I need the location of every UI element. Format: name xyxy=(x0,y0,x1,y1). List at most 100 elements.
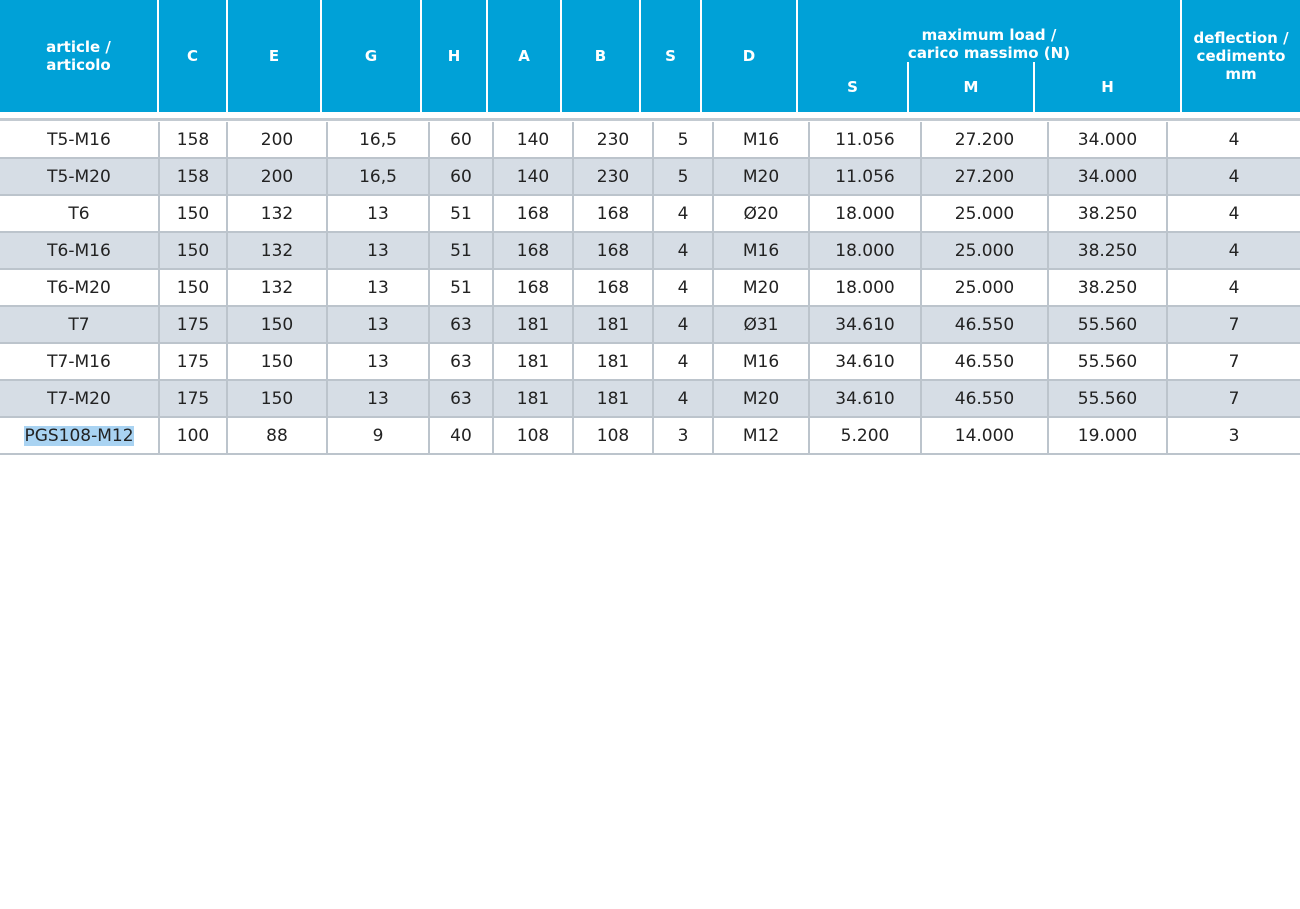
cell-text: M20 xyxy=(742,166,780,187)
cell-text: 25.000 xyxy=(954,203,1015,224)
cell-text: T7-M16 xyxy=(47,351,111,372)
cell-text: 175 xyxy=(176,351,210,372)
table-cell: 150 xyxy=(158,270,226,307)
cell-text: 168 xyxy=(596,277,630,298)
cell-text: 25.000 xyxy=(954,277,1015,298)
table-cell: T6 xyxy=(0,196,158,233)
header-cell: H xyxy=(422,0,486,112)
table-cell: T6-M20 xyxy=(0,270,158,307)
table-cell: 168 xyxy=(572,196,652,233)
table-cell: 25.000 xyxy=(920,196,1047,233)
cell-text: 34.000 xyxy=(1077,166,1138,187)
table-cell: 108 xyxy=(572,418,652,455)
table-cell: 168 xyxy=(572,270,652,307)
cell-text: 27.200 xyxy=(954,129,1015,150)
cell-text: 4 xyxy=(677,388,689,409)
cell-text: 63 xyxy=(450,314,472,335)
table-cell: 4 xyxy=(1166,196,1300,233)
cell-text: 27.200 xyxy=(954,166,1015,187)
table-cell: 4 xyxy=(1166,159,1300,196)
cell-text: 4 xyxy=(677,240,689,261)
header-subcell: H xyxy=(1035,62,1180,112)
header-cell: C xyxy=(159,0,226,112)
table-cell: 25.000 xyxy=(920,270,1047,307)
table-cell: 4 xyxy=(1166,122,1300,159)
table-cell: 51 xyxy=(428,270,492,307)
table-cell: 63 xyxy=(428,381,492,418)
cell-text: 168 xyxy=(596,203,630,224)
cell-text: 168 xyxy=(516,240,550,261)
table-cell: 5.200 xyxy=(808,418,920,455)
table-cell: 132 xyxy=(226,270,326,307)
cell-text: 51 xyxy=(450,277,472,298)
table-cell: 7 xyxy=(1166,307,1300,344)
cell-text: 181 xyxy=(516,351,550,372)
cell-text: T6-M16 xyxy=(47,240,111,261)
cell-text: 34.000 xyxy=(1077,129,1138,150)
cell-text: 51 xyxy=(450,240,472,261)
cell-text: 34.610 xyxy=(835,388,895,409)
table-cell: 34.610 xyxy=(808,381,920,418)
cell-text: 63 xyxy=(450,388,472,409)
cell-text: 4 xyxy=(677,351,689,372)
cell-text: 3 xyxy=(677,425,689,446)
table-cell: 34.610 xyxy=(808,344,920,381)
table-cell: 3 xyxy=(1166,418,1300,455)
table-cell: 16,5 xyxy=(326,159,428,196)
cell-text: 181 xyxy=(516,314,550,335)
table-cell: 46.550 xyxy=(920,307,1047,344)
table-cell: 18.000 xyxy=(808,196,920,233)
table-cell: 9 xyxy=(326,418,428,455)
cell-text: 46.550 xyxy=(954,314,1015,335)
cell-text: 16,5 xyxy=(359,166,397,187)
cell-text: 9 xyxy=(372,425,384,446)
cell-text: 4 xyxy=(1228,203,1240,224)
cell-text: 150 xyxy=(176,203,210,224)
cell-text: Ø31 xyxy=(743,314,779,335)
table-cell: 60 xyxy=(428,159,492,196)
table-cell: 181 xyxy=(492,344,572,381)
table-cell: 13 xyxy=(326,307,428,344)
header-cell: deflection / cedimento mm xyxy=(1182,0,1300,112)
cell-text: 4 xyxy=(677,277,689,298)
cell-text: 63 xyxy=(450,351,472,372)
table-cell: 4 xyxy=(652,381,712,418)
table-cell: 11.056 xyxy=(808,159,920,196)
table-cell: 27.200 xyxy=(920,159,1047,196)
header-cell: D xyxy=(702,0,796,112)
cell-text: T7-M20 xyxy=(47,388,111,409)
cell-text: Ø20 xyxy=(743,203,779,224)
cell-text: 13 xyxy=(367,351,389,372)
table-cell: 181 xyxy=(492,381,572,418)
cell-text: 34.610 xyxy=(835,351,895,372)
header-cell: E xyxy=(228,0,320,112)
table-cell: 88 xyxy=(226,418,326,455)
header-cell: G xyxy=(322,0,420,112)
table-cell: 13 xyxy=(326,233,428,270)
table-cell: Ø31 xyxy=(712,307,808,344)
cell-text: 4 xyxy=(1228,277,1240,298)
cell-text: T7 xyxy=(68,314,90,335)
table-cell: 150 xyxy=(158,196,226,233)
cell-text: G xyxy=(364,47,378,65)
table-cell: 132 xyxy=(226,196,326,233)
cell-text: 60 xyxy=(450,129,472,150)
table-cell: 4 xyxy=(652,270,712,307)
table-cell: 158 xyxy=(158,159,226,196)
table-cell: 51 xyxy=(428,233,492,270)
table-cell: M12 xyxy=(712,418,808,455)
cell-text: 150 xyxy=(260,351,294,372)
cell-text: H xyxy=(1101,78,1114,96)
cell-text: 5 xyxy=(677,166,689,187)
table-cell: 150 xyxy=(226,344,326,381)
cell-text: 4 xyxy=(1228,166,1240,187)
table-cell: 181 xyxy=(572,381,652,418)
cell-text: 11.056 xyxy=(835,129,895,150)
cell-text: 4 xyxy=(1228,240,1240,261)
table-cell: 230 xyxy=(572,122,652,159)
cell-text: 18.000 xyxy=(835,240,895,261)
table-cell: M16 xyxy=(712,344,808,381)
cell-text: M16 xyxy=(742,129,780,150)
cell-text: 230 xyxy=(596,129,630,150)
